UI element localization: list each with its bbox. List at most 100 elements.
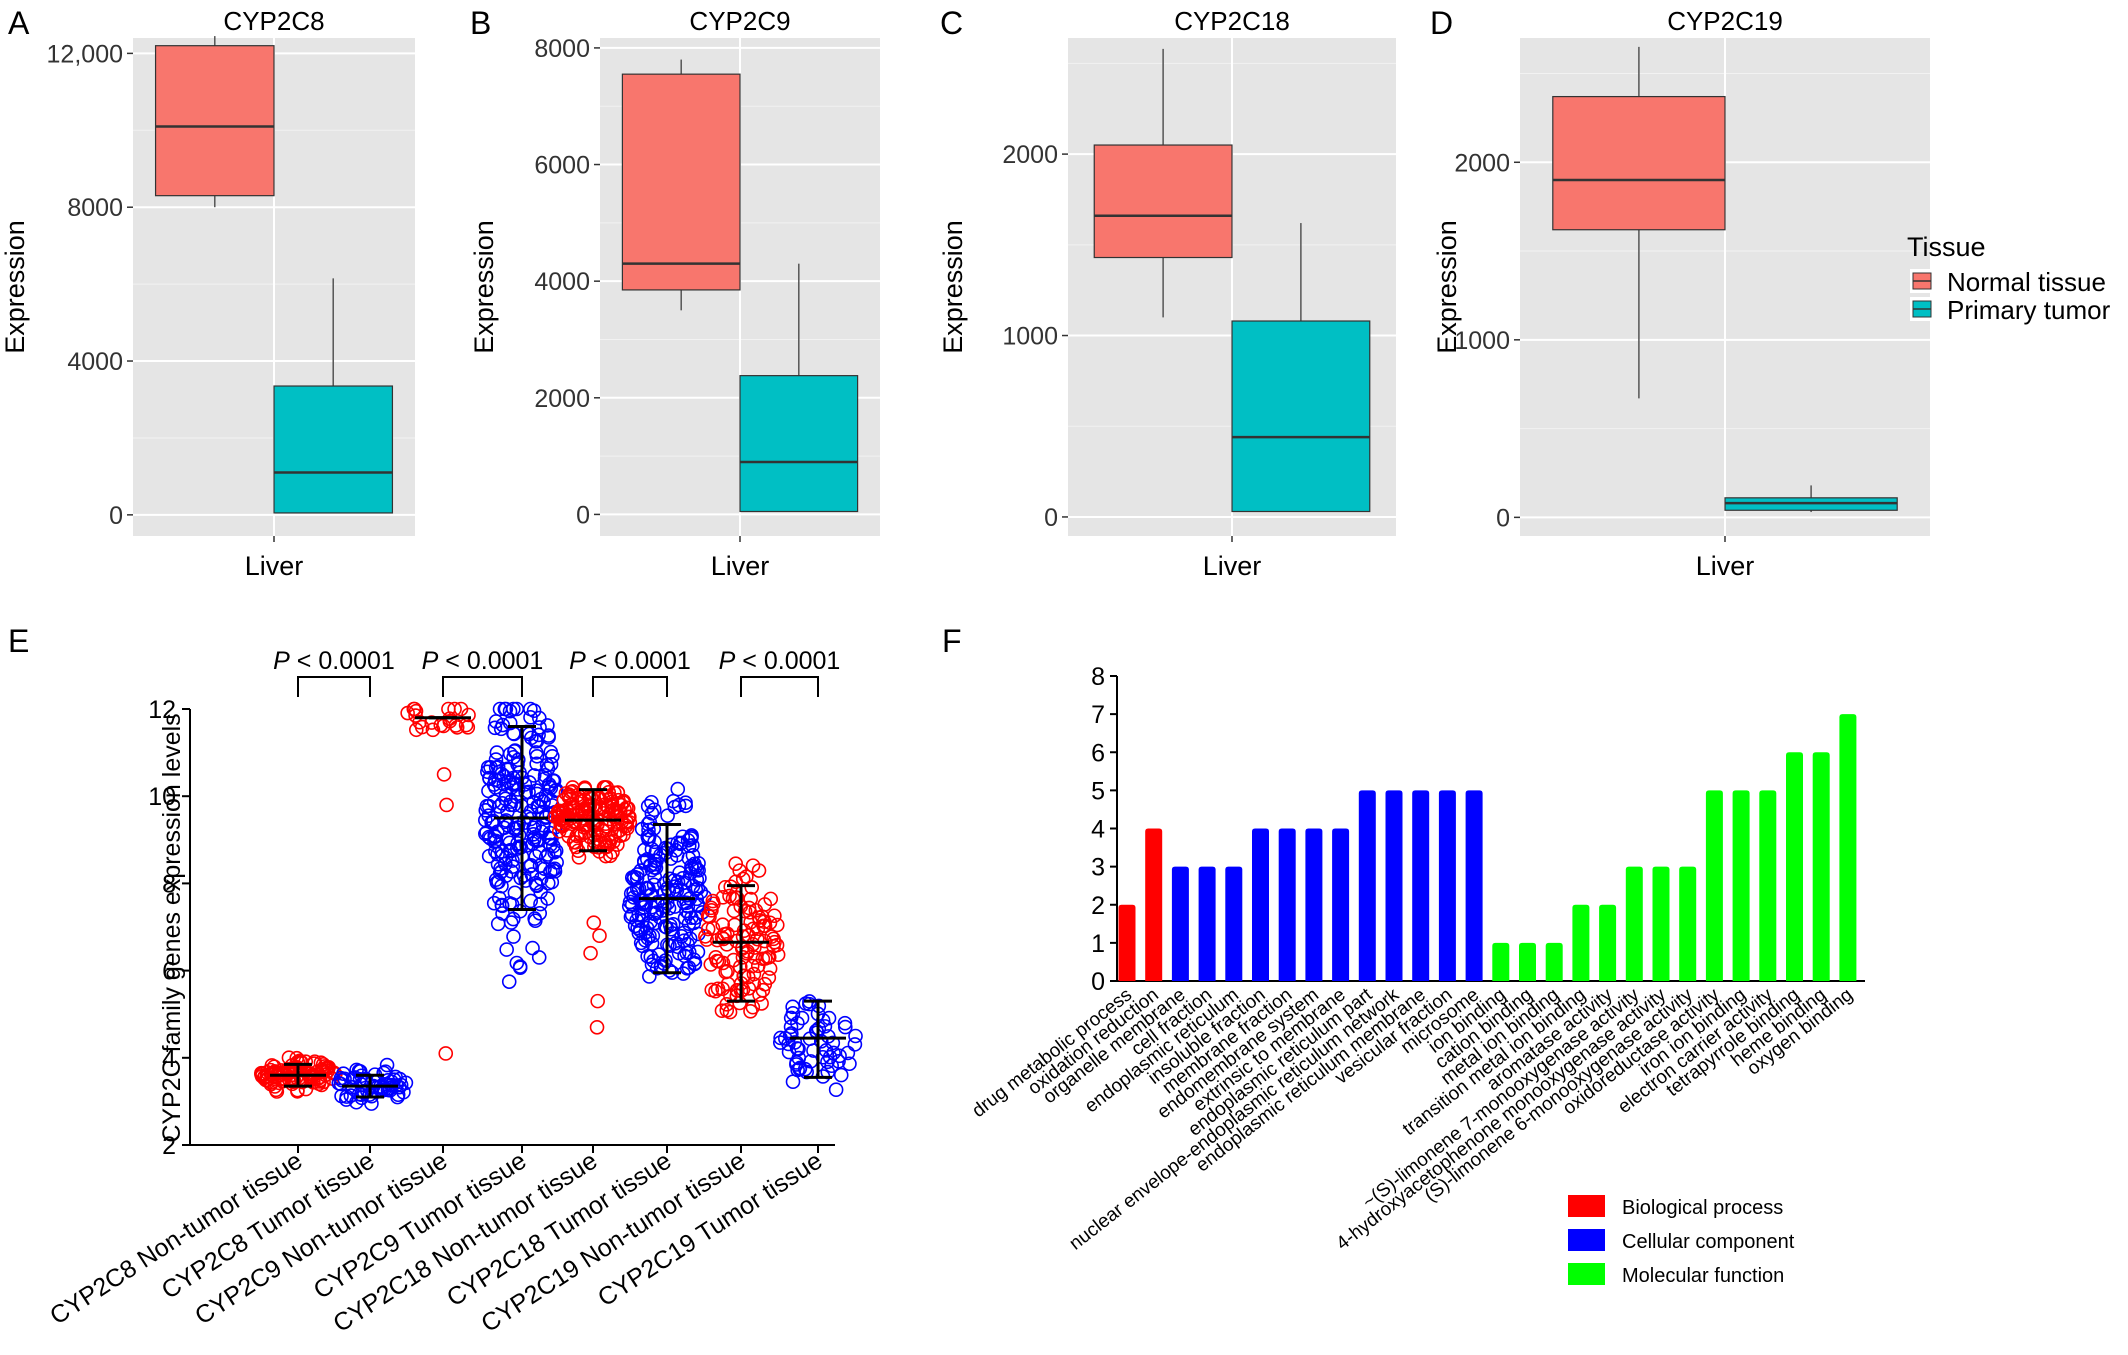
data-point: [571, 850, 587, 865]
legend-item-normal: Normal tissue: [1910, 267, 2106, 297]
bar: [1572, 904, 1590, 981]
data-point: [540, 718, 555, 733]
p-value-text: < 0.0001: [586, 647, 691, 675]
legend-item-tumor: Primary tumor: [1910, 295, 2111, 325]
data-point: [833, 1067, 849, 1083]
data-point: [631, 907, 647, 922]
y-axis-label: Expression: [1432, 220, 1462, 354]
y-tick-label: 2: [1091, 892, 1105, 920]
data-point: [802, 996, 817, 1012]
data-point: [785, 1074, 801, 1090]
boxplot-panels: 0 4000 8000 12,000 CYP2C8 Liver Expression 0 200…: [0, 6, 1930, 581]
data-point: [494, 795, 510, 811]
significance-bracket: P < 0.0001: [273, 647, 395, 697]
y-tick-label: 7: [1091, 701, 1105, 729]
box-normal: [154, 45, 275, 197]
bar: [1412, 790, 1430, 981]
data-point: [292, 1053, 308, 1069]
scatter-group-7: [772, 994, 863, 1097]
data-point: [293, 1054, 309, 1070]
data-point: [708, 950, 724, 965]
data-point: [438, 1046, 454, 1061]
data-point: [516, 868, 532, 883]
scatter-group-2: [400, 701, 476, 1061]
data-point: [502, 703, 518, 719]
data-point: [586, 915, 602, 930]
data-point: [715, 917, 730, 933]
data-point: [376, 1065, 391, 1081]
data-point: [487, 829, 503, 845]
data-point: [745, 936, 761, 952]
data-point: [640, 829, 656, 845]
data-point: [338, 1092, 354, 1107]
legend-label-normal: Normal tissue: [1947, 267, 2106, 297]
bar: [1465, 790, 1483, 981]
data-point: [715, 955, 731, 971]
data-point: [583, 945, 598, 961]
p-value-text: < 0.0001: [290, 647, 395, 675]
data-point: [282, 1065, 297, 1080]
data-point: [840, 1045, 856, 1061]
bar: [1812, 752, 1830, 981]
data-point: [675, 871, 691, 886]
data-point: [541, 830, 557, 846]
data-point: [616, 793, 631, 809]
data-point: [848, 1028, 863, 1044]
data-point: [624, 907, 640, 923]
bar: [1118, 904, 1136, 981]
data-point: [722, 1004, 738, 1020]
data-point: [691, 863, 706, 878]
data-point: [529, 756, 544, 772]
bar: [1358, 790, 1376, 981]
panel-title: CYP2C18: [1174, 6, 1290, 36]
y-axis-label: CYP2C family genes expression levels: [158, 713, 186, 1142]
data-point: [772, 1035, 788, 1050]
data-point: [549, 855, 564, 870]
data-point: [709, 932, 725, 948]
data-point: [642, 858, 658, 873]
data-point: [583, 830, 598, 845]
bar: [1252, 828, 1269, 981]
data-point: [847, 1037, 863, 1052]
y-tick-label: 0: [1091, 968, 1105, 996]
bar-legend-label-bp: Biological process: [1622, 1197, 1783, 1219]
y-tick-label: 1000: [1454, 327, 1510, 355]
scatter-group-0: [254, 1050, 343, 1099]
data-point: [743, 914, 758, 930]
data-point: [543, 744, 559, 760]
data-point: [705, 893, 721, 909]
data-point: [540, 847, 556, 862]
y-axis-label: Expression: [938, 220, 968, 354]
data-point: [794, 1010, 810, 1026]
panel-title: CYP2C8: [223, 6, 324, 36]
data-point: [735, 982, 751, 997]
bar-legend-swatch-bp: [1568, 1195, 1605, 1217]
data-point: [629, 867, 645, 882]
bar: [1438, 790, 1456, 981]
data-point: [679, 945, 694, 961]
y-axis-label: Expression: [469, 220, 499, 354]
y-tick-label: 4000: [534, 268, 590, 296]
bar-legend-label-cc: Cellular component: [1622, 1231, 1795, 1253]
data-point: [541, 728, 556, 743]
panel-letter-e: E: [8, 623, 29, 659]
boxplot-legend-title: Tissue: [1907, 232, 1986, 262]
p-value-text: < 0.0001: [438, 647, 543, 675]
data-point: [773, 1030, 788, 1046]
data-point: [480, 760, 496, 775]
data-point: [269, 1084, 285, 1099]
box-tumor: [739, 375, 859, 513]
data-point: [649, 905, 665, 920]
data-point: [763, 891, 779, 907]
bar: [1759, 790, 1777, 981]
bar-legend: Biological process Cellular component Mo…: [1568, 1195, 1795, 1287]
data-point: [492, 701, 508, 717]
data-point: [491, 874, 506, 890]
bar: [1278, 828, 1296, 981]
data-point: [570, 787, 586, 803]
data-point: [537, 861, 552, 877]
data-point: [769, 917, 785, 933]
y-tick-label: 12: [148, 696, 176, 724]
scatter-group-1: [331, 1057, 414, 1111]
data-point: [436, 767, 452, 782]
